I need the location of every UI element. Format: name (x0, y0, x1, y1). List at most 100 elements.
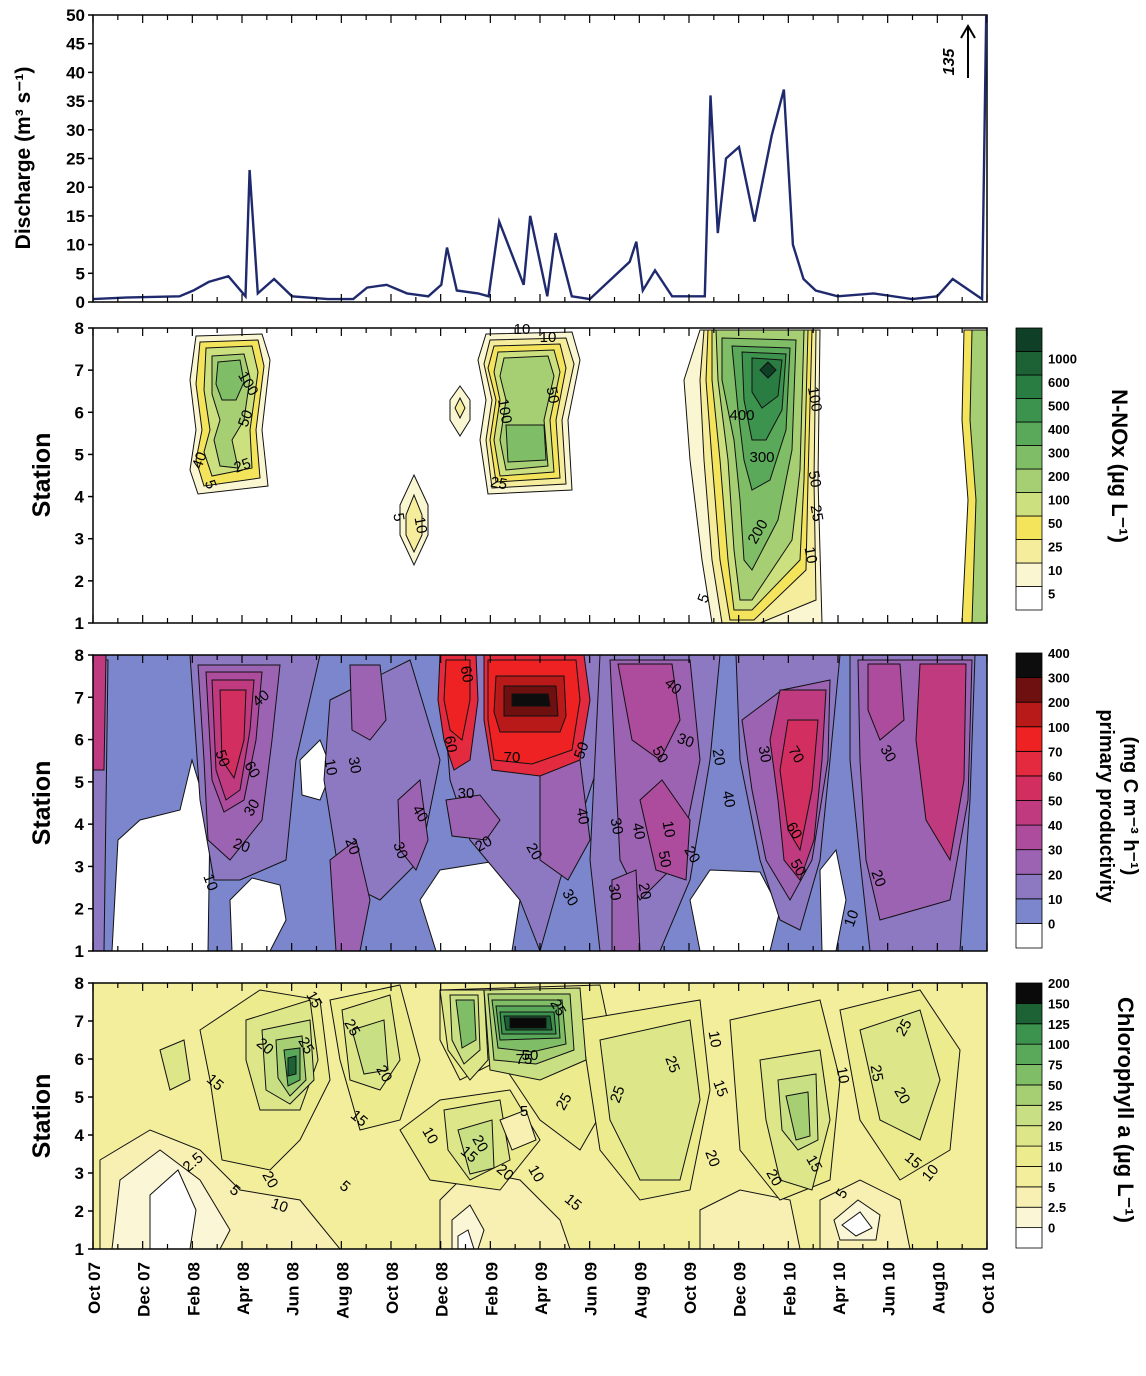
contour-label: 15 (802, 1152, 825, 1175)
nnox-y-label: Station (28, 433, 56, 518)
contour-label: 50 (655, 850, 675, 869)
nnox-colorbar-label: N-NOx (µg L⁻¹) (1107, 389, 1132, 543)
colorbar-swatch (1015, 1104, 1043, 1127)
discharge-x-ticks (92, 15, 988, 302)
productivity-colorbar: 0 10 20 30 40 50 60 70 100 200 300 400 (1015, 646, 1070, 949)
chl-region-5-dec09 (699, 1189, 801, 1249)
contour-label: 10 (411, 516, 431, 535)
pp-region-30h (611, 869, 641, 951)
x-tick-label: Apr 08 (234, 1262, 253, 1315)
chlorophyll-contours (93, 983, 987, 1249)
discharge-y-tick-label: 20 (66, 178, 85, 197)
contour-label: 300 (749, 449, 774, 466)
contour-label: 25 (340, 1016, 363, 1039)
contour-label: 60 (457, 665, 477, 684)
contour-label: 10 (540, 329, 557, 346)
colorbar-level-label: 15 (1048, 1139, 1062, 1154)
contour-label: 20 (472, 833, 495, 856)
colorbar-level-label: 150 (1048, 996, 1070, 1011)
x-tick-label: Aug 09 (631, 1262, 650, 1319)
discharge-plot-area (92, 14, 988, 303)
pp-region-right-left (93, 655, 107, 771)
pp-region-peak-dec08-in (443, 659, 471, 741)
station-tick-label: 8 (75, 974, 84, 993)
discharge-y-tick-label: 15 (66, 207, 85, 226)
productivity-y-label: Station (28, 761, 56, 846)
x-tick-label: Jun 09 (582, 1262, 601, 1316)
colorbar-level-label: 0 (1048, 916, 1055, 931)
station-tick-label: 2 (75, 1202, 84, 1221)
colorbar-swatch (1015, 923, 1043, 949)
colorbar-swatch (1015, 1002, 1043, 1025)
contour-label: 10 (199, 872, 221, 893)
offscale-arrow (960, 24, 976, 78)
x-tick-label: Feb 09 (482, 1262, 501, 1316)
colorbar-swatch (1015, 1125, 1043, 1147)
colorbar-level-label: 125 (1048, 1017, 1070, 1032)
colorbar-level-label: 50 (1048, 794, 1062, 809)
contour-label: 40 (408, 802, 431, 825)
contour-label: 10 (841, 908, 863, 929)
station-tick-label: 2 (75, 572, 84, 591)
colorbar-level-label: 200 (1048, 469, 1070, 484)
contour-label: 20 (231, 835, 252, 857)
colorbar-level-label: 10 (1048, 563, 1062, 578)
chl-region-20e (859, 1009, 941, 1141)
contour-label: 20 (867, 868, 889, 889)
nnox-y-ticks: 1 2 3 4 5 6 7 8 (75, 319, 93, 633)
contour-label: 75 (516, 1051, 533, 1068)
colorbar-swatch (1015, 701, 1043, 728)
contour-label: 5 (389, 512, 407, 523)
contour-label: 10 (524, 1162, 547, 1185)
pp-region-30d (329, 839, 371, 951)
pp-region-zero-7 (819, 848, 847, 951)
station-tick-label: 1 (75, 1240, 84, 1259)
contour-label: 30 (755, 745, 775, 764)
colorbar-level-label: 25 (1048, 1098, 1062, 1113)
colorbar-level-label: 10 (1048, 892, 1062, 907)
colorbar-swatch (1015, 800, 1043, 826)
contour-label: 25 (807, 504, 827, 523)
colorbar-level-label: 70 (1048, 744, 1062, 759)
colorbar-swatch (1015, 351, 1043, 376)
colorbar-level-label: 60 (1048, 769, 1062, 784)
x-tick-label: Aug 08 (333, 1262, 352, 1319)
colorbar-level-label: 600 (1048, 375, 1070, 390)
station-tick-label: 5 (75, 773, 84, 792)
colorbar-level-label: 1000 (1048, 351, 1077, 366)
x-tick-label: Oct 09 (681, 1262, 700, 1314)
colorbar-swatch (1015, 982, 1043, 1004)
station-tick-label: 8 (75, 319, 84, 338)
contour-label: 50 (522, 1047, 539, 1064)
nnox-blob-nov08-inner (454, 396, 466, 420)
colorbar-swatch (1015, 1166, 1043, 1188)
pp-region-30c (397, 778, 429, 871)
contour-label: 20 (635, 882, 655, 901)
pp-region-60a (779, 719, 819, 852)
x-tick-label: Jun 08 (284, 1262, 303, 1316)
contour-label: 40 (629, 822, 649, 841)
contour-label: 25 (294, 1034, 317, 1057)
station-tick-label: 3 (75, 530, 84, 549)
station-tick-label: 6 (75, 403, 84, 422)
pp-region-40c (867, 663, 905, 741)
station-tick-label: 1 (75, 614, 84, 633)
station-tick-label: 7 (75, 688, 84, 707)
pp-region-40e (639, 779, 691, 881)
x-tick-label: Apr 09 (532, 1262, 551, 1315)
discharge-y-tick-label: 45 (66, 35, 85, 54)
contour-label: 30 (675, 730, 696, 752)
offscale-value-label: 135 (941, 48, 958, 76)
colorbar-swatch (1015, 327, 1043, 352)
x-tick-label: Aug10 (929, 1262, 948, 1314)
colorbar-swatch (1015, 824, 1043, 851)
productivity-y-ticks: 1 2 3 4 5 6 7 8 (75, 646, 93, 961)
productivity-x-ticks (92, 655, 988, 951)
contour-label: 50 (805, 470, 825, 489)
productivity-colorbar-label-line1: primary productivity (1095, 709, 1117, 903)
contour-label: 20 (341, 836, 363, 857)
colorbar-level-label: 2.5 (1048, 1200, 1066, 1215)
x-tick-label: Dec 08 (433, 1262, 452, 1317)
